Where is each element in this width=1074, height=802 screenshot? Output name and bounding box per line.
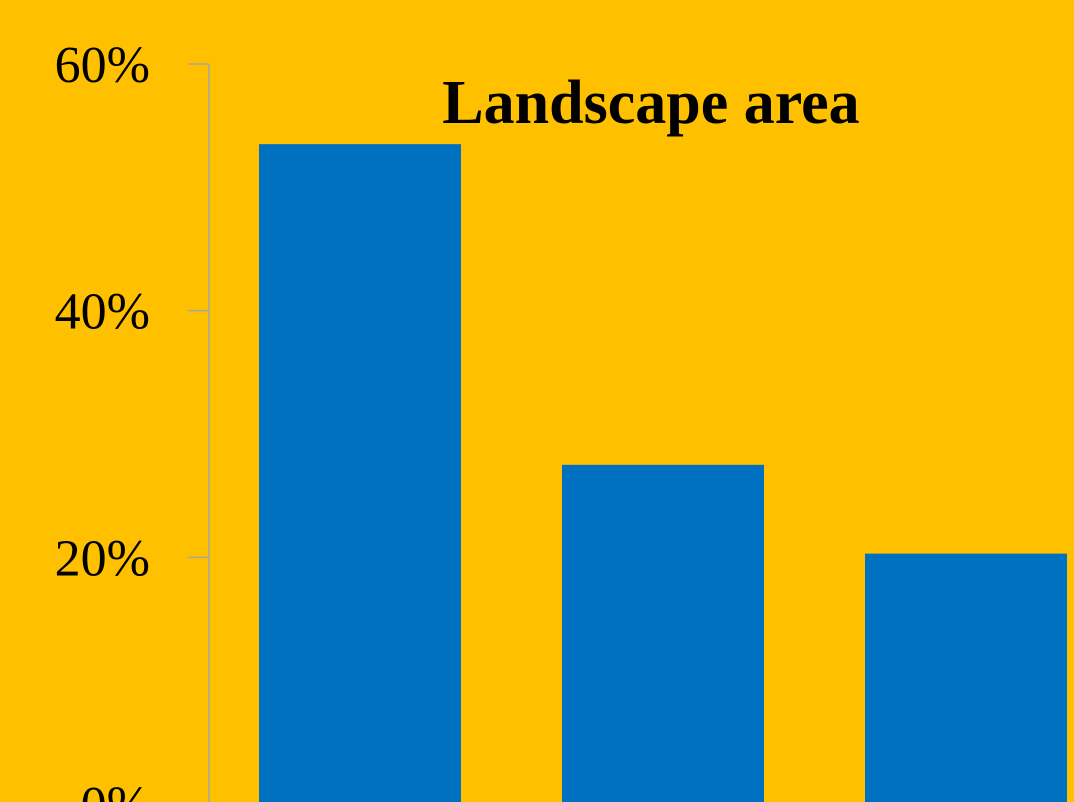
bars-layer bbox=[259, 144, 1067, 802]
y-tick-label: 60% bbox=[55, 37, 150, 94]
y-axis-ticks: 0% 20% 40% 60% bbox=[55, 37, 209, 802]
y-tick-label: 40% bbox=[55, 284, 150, 341]
bar-1 bbox=[259, 144, 461, 802]
y-tick-label: 0% bbox=[81, 777, 150, 802]
chart-title: Landscape area bbox=[442, 69, 859, 137]
bar-3 bbox=[865, 553, 1067, 802]
y-tick-label: 20% bbox=[55, 530, 150, 587]
bar-2 bbox=[562, 464, 764, 802]
